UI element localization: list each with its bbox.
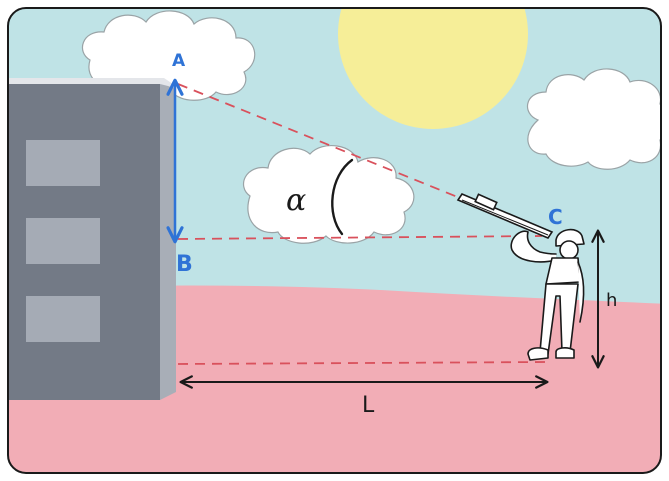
angle-alpha-label: α — [286, 183, 306, 218]
building-window — [26, 218, 100, 264]
frame-border — [7, 7, 662, 474]
cloud-icon — [243, 145, 415, 244]
sight-line-horizontal — [177, 235, 543, 240]
person-icon — [510, 228, 585, 361]
angle-arc — [331, 158, 354, 236]
height-h-label: h — [606, 290, 617, 311]
sun-icon — [338, 8, 528, 129]
building — [8, 78, 176, 400]
cloud-icon — [527, 68, 661, 170]
distance-l-label: L — [362, 393, 375, 418]
point-a-label: A — [172, 51, 186, 71]
building-window — [26, 296, 100, 342]
telescope-icon — [456, 193, 554, 239]
sight-line-top — [177, 83, 471, 203]
point-b-label: B — [176, 252, 193, 277]
point-c-label: C — [548, 205, 563, 229]
building-side — [160, 84, 176, 400]
ground-line — [177, 361, 549, 365]
building-window — [26, 140, 100, 186]
